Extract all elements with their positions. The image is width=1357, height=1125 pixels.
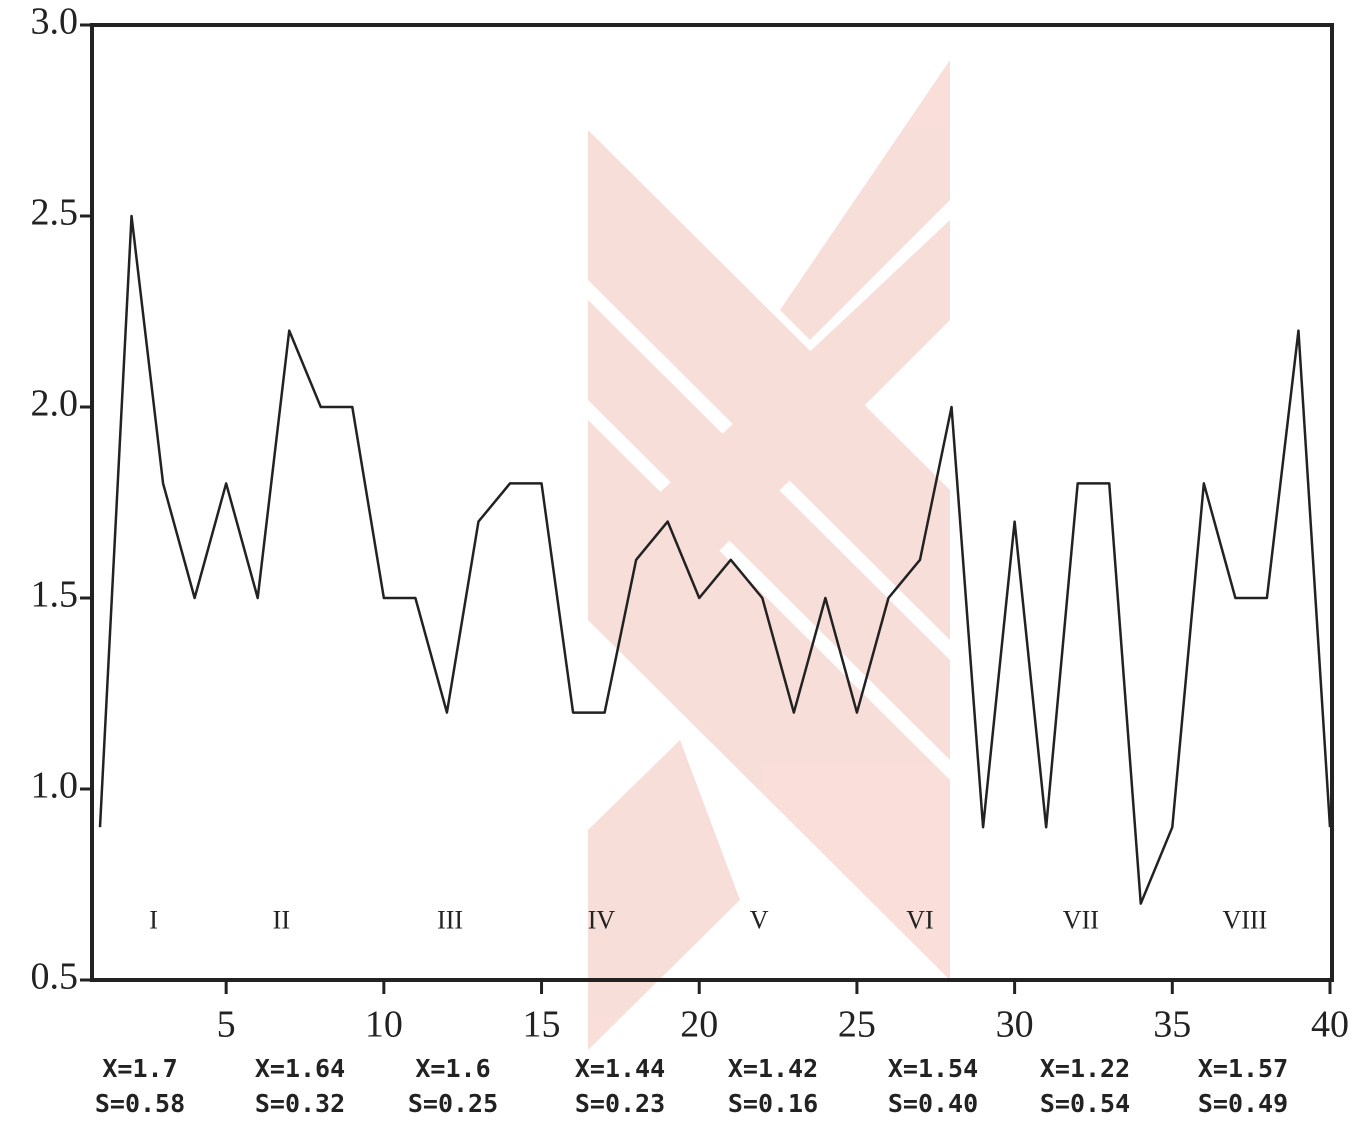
y-tick-label: 1.5 <box>31 574 79 616</box>
stat-sd: S=0.40 <box>888 1089 978 1118</box>
x-tick-label: 10 <box>365 1004 403 1046</box>
stat-sd: S=0.32 <box>255 1089 345 1118</box>
stat-mean: X=1.44 <box>575 1054 665 1083</box>
region-label: IV <box>588 906 616 935</box>
stat-sd: S=0.54 <box>1040 1089 1130 1118</box>
x-tick-label: 20 <box>680 1004 718 1046</box>
region-label: VI <box>906 906 933 935</box>
stat-mean: X=1.64 <box>255 1054 345 1083</box>
y-tick-label: 2.0 <box>31 383 79 425</box>
x-tick-label: 40 <box>1311 1004 1349 1046</box>
stat-sd: S=0.25 <box>408 1089 498 1118</box>
x-tick-label: 35 <box>1153 1004 1191 1046</box>
stat-mean: X=1.42 <box>728 1054 818 1083</box>
y-tick-label: 3.0 <box>31 1 79 43</box>
region-label: VIII <box>1222 906 1267 935</box>
stat-mean: X=1.6 <box>415 1054 490 1083</box>
stat-mean: X=1.54 <box>888 1054 978 1083</box>
x-tick-label: 30 <box>996 1004 1034 1046</box>
region-label: VII <box>1063 906 1099 935</box>
region-label: III <box>437 906 463 935</box>
stat-mean: X=1.7 <box>102 1054 177 1083</box>
y-tick-label: 0.5 <box>31 956 79 998</box>
stat-sd: S=0.23 <box>575 1089 665 1118</box>
y-tick-label: 1.0 <box>31 765 79 807</box>
y-tick-label: 2.5 <box>31 192 79 234</box>
stat-sd: S=0.49 <box>1198 1089 1288 1118</box>
chart: 0.51.01.52.02.53.0510152025303540IIIIIII… <box>0 0 1357 1125</box>
stat-mean: X=1.57 <box>1198 1054 1288 1083</box>
stat-mean: X=1.22 <box>1040 1054 1130 1083</box>
stat-sd: S=0.16 <box>728 1089 818 1118</box>
stat-sd: S=0.58 <box>95 1089 185 1118</box>
x-tick-label: 25 <box>838 1004 876 1046</box>
x-tick-label: 15 <box>523 1004 561 1046</box>
region-label: I <box>149 906 158 935</box>
watermark <box>588 60 950 1050</box>
x-tick-label: 5 <box>217 1004 236 1046</box>
region-label: II <box>273 906 290 935</box>
region-label: V <box>750 906 769 935</box>
